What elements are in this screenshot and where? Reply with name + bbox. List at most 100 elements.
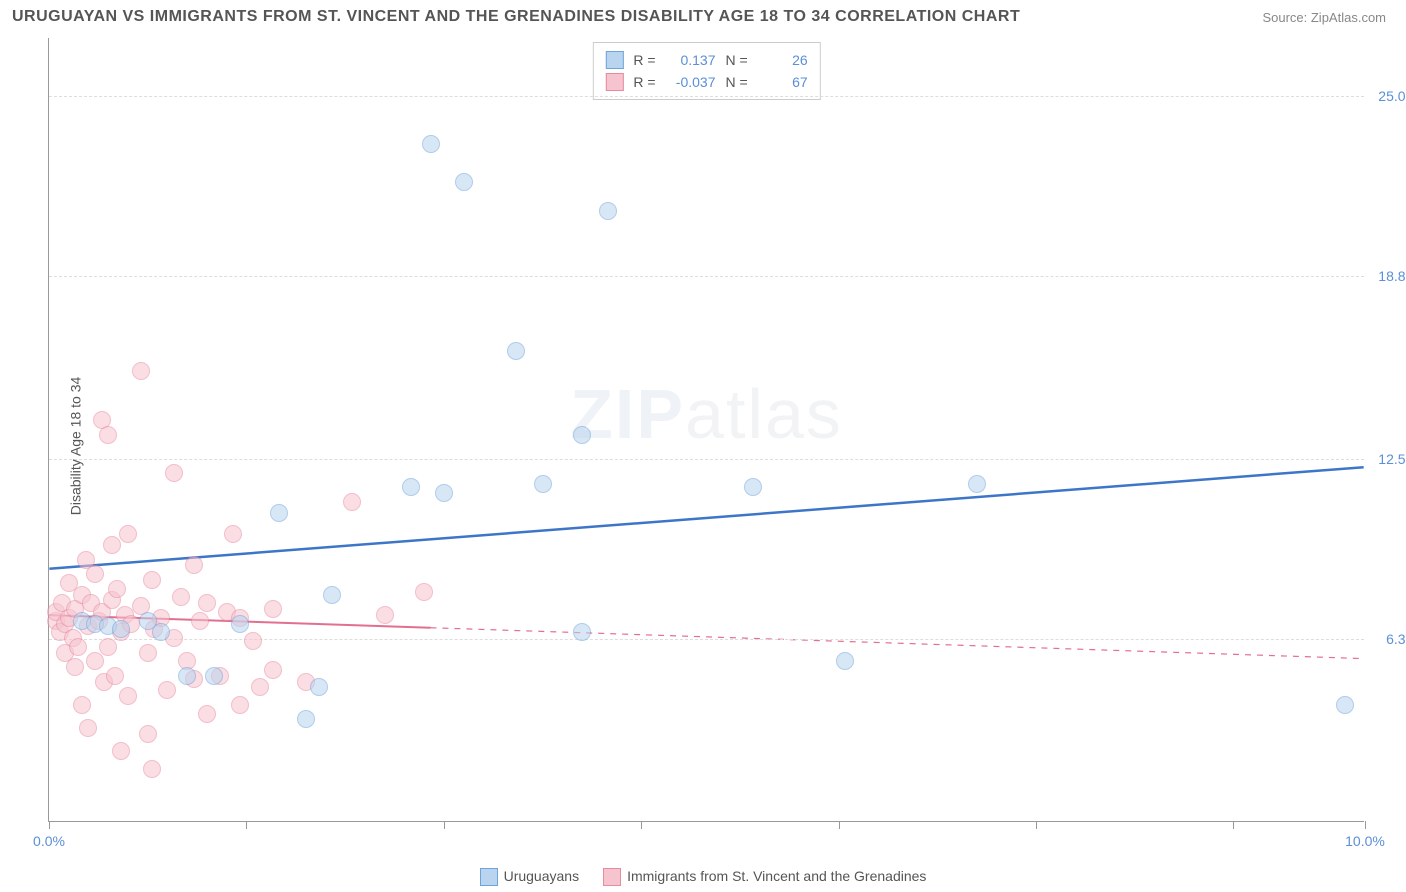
scatter-point-svg_immigrants <box>172 588 190 606</box>
scatter-point-svg_immigrants <box>119 687 137 705</box>
scatter-point-uruguayans <box>152 623 170 641</box>
scatter-point-uruguayans <box>310 678 328 696</box>
y-tick-label: 12.5% <box>1378 451 1406 467</box>
chart-header: URUGUAYAN VS IMMIGRANTS FROM ST. VINCENT… <box>0 0 1406 34</box>
scatter-point-uruguayans <box>231 615 249 633</box>
scatter-point-svg_immigrants <box>224 525 242 543</box>
scatter-point-svg_immigrants <box>191 612 209 630</box>
scatter-point-uruguayans <box>1336 696 1354 714</box>
x-tick <box>1365 821 1366 829</box>
scatter-point-svg_immigrants <box>185 556 203 574</box>
scatter-point-svg_immigrants <box>165 464 183 482</box>
scatter-point-svg_immigrants <box>251 678 269 696</box>
y-tick-label: 18.8% <box>1378 268 1406 284</box>
scatter-point-svg_immigrants <box>99 638 117 656</box>
x-tick <box>49 821 50 829</box>
scatter-point-svg_immigrants <box>415 583 433 601</box>
scatter-point-svg_immigrants <box>198 594 216 612</box>
scatter-point-uruguayans <box>270 504 288 522</box>
scatter-point-uruguayans <box>507 342 525 360</box>
scatter-point-uruguayans <box>297 710 315 728</box>
scatter-point-uruguayans <box>178 667 196 685</box>
scatter-point-svg_immigrants <box>73 696 91 714</box>
scatter-point-svg_immigrants <box>143 760 161 778</box>
scatter-point-uruguayans <box>422 135 440 153</box>
scatter-point-svg_immigrants <box>86 652 104 670</box>
y-tick-label: 25.0% <box>1378 88 1406 104</box>
scatter-point-svg_immigrants <box>69 638 87 656</box>
x-tick-label: 10.0% <box>1345 833 1385 849</box>
scatter-point-uruguayans <box>534 475 552 493</box>
scatter-point-svg_immigrants <box>143 571 161 589</box>
scatter-point-uruguayans <box>599 202 617 220</box>
x-tick <box>246 821 247 829</box>
chart-title: URUGUAYAN VS IMMIGRANTS FROM ST. VINCENT… <box>12 8 1020 26</box>
scatter-point-svg_immigrants <box>99 426 117 444</box>
legend-swatch-icon <box>605 51 623 69</box>
scatter-point-svg_immigrants <box>198 705 216 723</box>
scatter-point-svg_immigrants <box>244 632 262 650</box>
gridline-h <box>49 459 1364 460</box>
x-tick-label: 0.0% <box>33 833 65 849</box>
gridline-h <box>49 96 1364 97</box>
legend-label: Immigrants from St. Vincent and the Gren… <box>627 868 926 884</box>
scatter-point-svg_immigrants <box>132 362 150 380</box>
legend-swatch-icon <box>605 73 623 91</box>
scatter-point-uruguayans <box>573 623 591 641</box>
y-tick-label: 6.3% <box>1386 631 1406 647</box>
scatter-point-svg_immigrants <box>231 696 249 714</box>
scatter-point-uruguayans <box>573 426 591 444</box>
scatter-point-svg_immigrants <box>108 580 126 598</box>
trend-line-dashed-svg_immigrants <box>430 628 1363 659</box>
scatter-point-svg_immigrants <box>119 525 137 543</box>
scatter-point-uruguayans <box>402 478 420 496</box>
gridline-h <box>49 276 1364 277</box>
chart-source: Source: ZipAtlas.com <box>1262 10 1386 25</box>
scatter-point-svg_immigrants <box>139 725 157 743</box>
corr-n-label: N = <box>726 74 748 90</box>
trend-line-uruguayans <box>49 467 1363 569</box>
scatter-point-svg_immigrants <box>66 658 84 676</box>
scatter-point-uruguayans <box>112 620 130 638</box>
scatter-point-uruguayans <box>836 652 854 670</box>
corr-n-value: 26 <box>758 52 808 68</box>
corr-r-value: -0.037 <box>666 74 716 90</box>
scatter-point-svg_immigrants <box>376 606 394 624</box>
corr-r-label: R = <box>633 74 655 90</box>
scatter-point-svg_immigrants <box>86 565 104 583</box>
corr-legend-row-uruguayans: R = 0.137 N = 26 <box>605 49 807 71</box>
corr-n-label: N = <box>726 52 748 68</box>
x-tick <box>641 821 642 829</box>
scatter-point-uruguayans <box>744 478 762 496</box>
scatter-point-uruguayans <box>455 173 473 191</box>
scatter-point-svg_immigrants <box>112 742 130 760</box>
x-tick <box>1036 821 1037 829</box>
scatter-point-svg_immigrants <box>264 600 282 618</box>
scatter-point-uruguayans <box>435 484 453 502</box>
legend-label: Uruguayans <box>504 868 580 884</box>
scatter-point-svg_immigrants <box>139 644 157 662</box>
corr-r-label: R = <box>633 52 655 68</box>
series-legend: Uruguayans Immigrants from St. Vincent an… <box>0 868 1406 886</box>
x-tick <box>839 821 840 829</box>
scatter-point-svg_immigrants <box>106 667 124 685</box>
chart-plot-area: ZIPatlas R =0.137N =26R =-0.037N =67 6.3… <box>48 38 1364 822</box>
x-tick <box>444 821 445 829</box>
scatter-point-svg_immigrants <box>343 493 361 511</box>
corr-r-value: 0.137 <box>666 52 716 68</box>
scatter-point-uruguayans <box>323 586 341 604</box>
legend-swatch-icon <box>480 868 498 886</box>
scatter-point-svg_immigrants <box>264 661 282 679</box>
scatter-point-svg_immigrants <box>79 719 97 737</box>
legend-swatch-icon <box>603 868 621 886</box>
legend-item-svg_immigrants: Immigrants from St. Vincent and the Gren… <box>603 868 926 886</box>
x-tick <box>1233 821 1234 829</box>
corr-legend-row-svg_immigrants: R = -0.037 N = 67 <box>605 71 807 93</box>
scatter-point-uruguayans <box>205 667 223 685</box>
corr-n-value: 67 <box>758 74 808 90</box>
scatter-point-svg_immigrants <box>103 536 121 554</box>
scatter-point-svg_immigrants <box>158 681 176 699</box>
scatter-point-uruguayans <box>968 475 986 493</box>
correlation-legend: R = 0.137 N = 26 R = -0.037 N = 67 <box>592 42 820 100</box>
legend-item-uruguayans: Uruguayans <box>480 868 580 886</box>
